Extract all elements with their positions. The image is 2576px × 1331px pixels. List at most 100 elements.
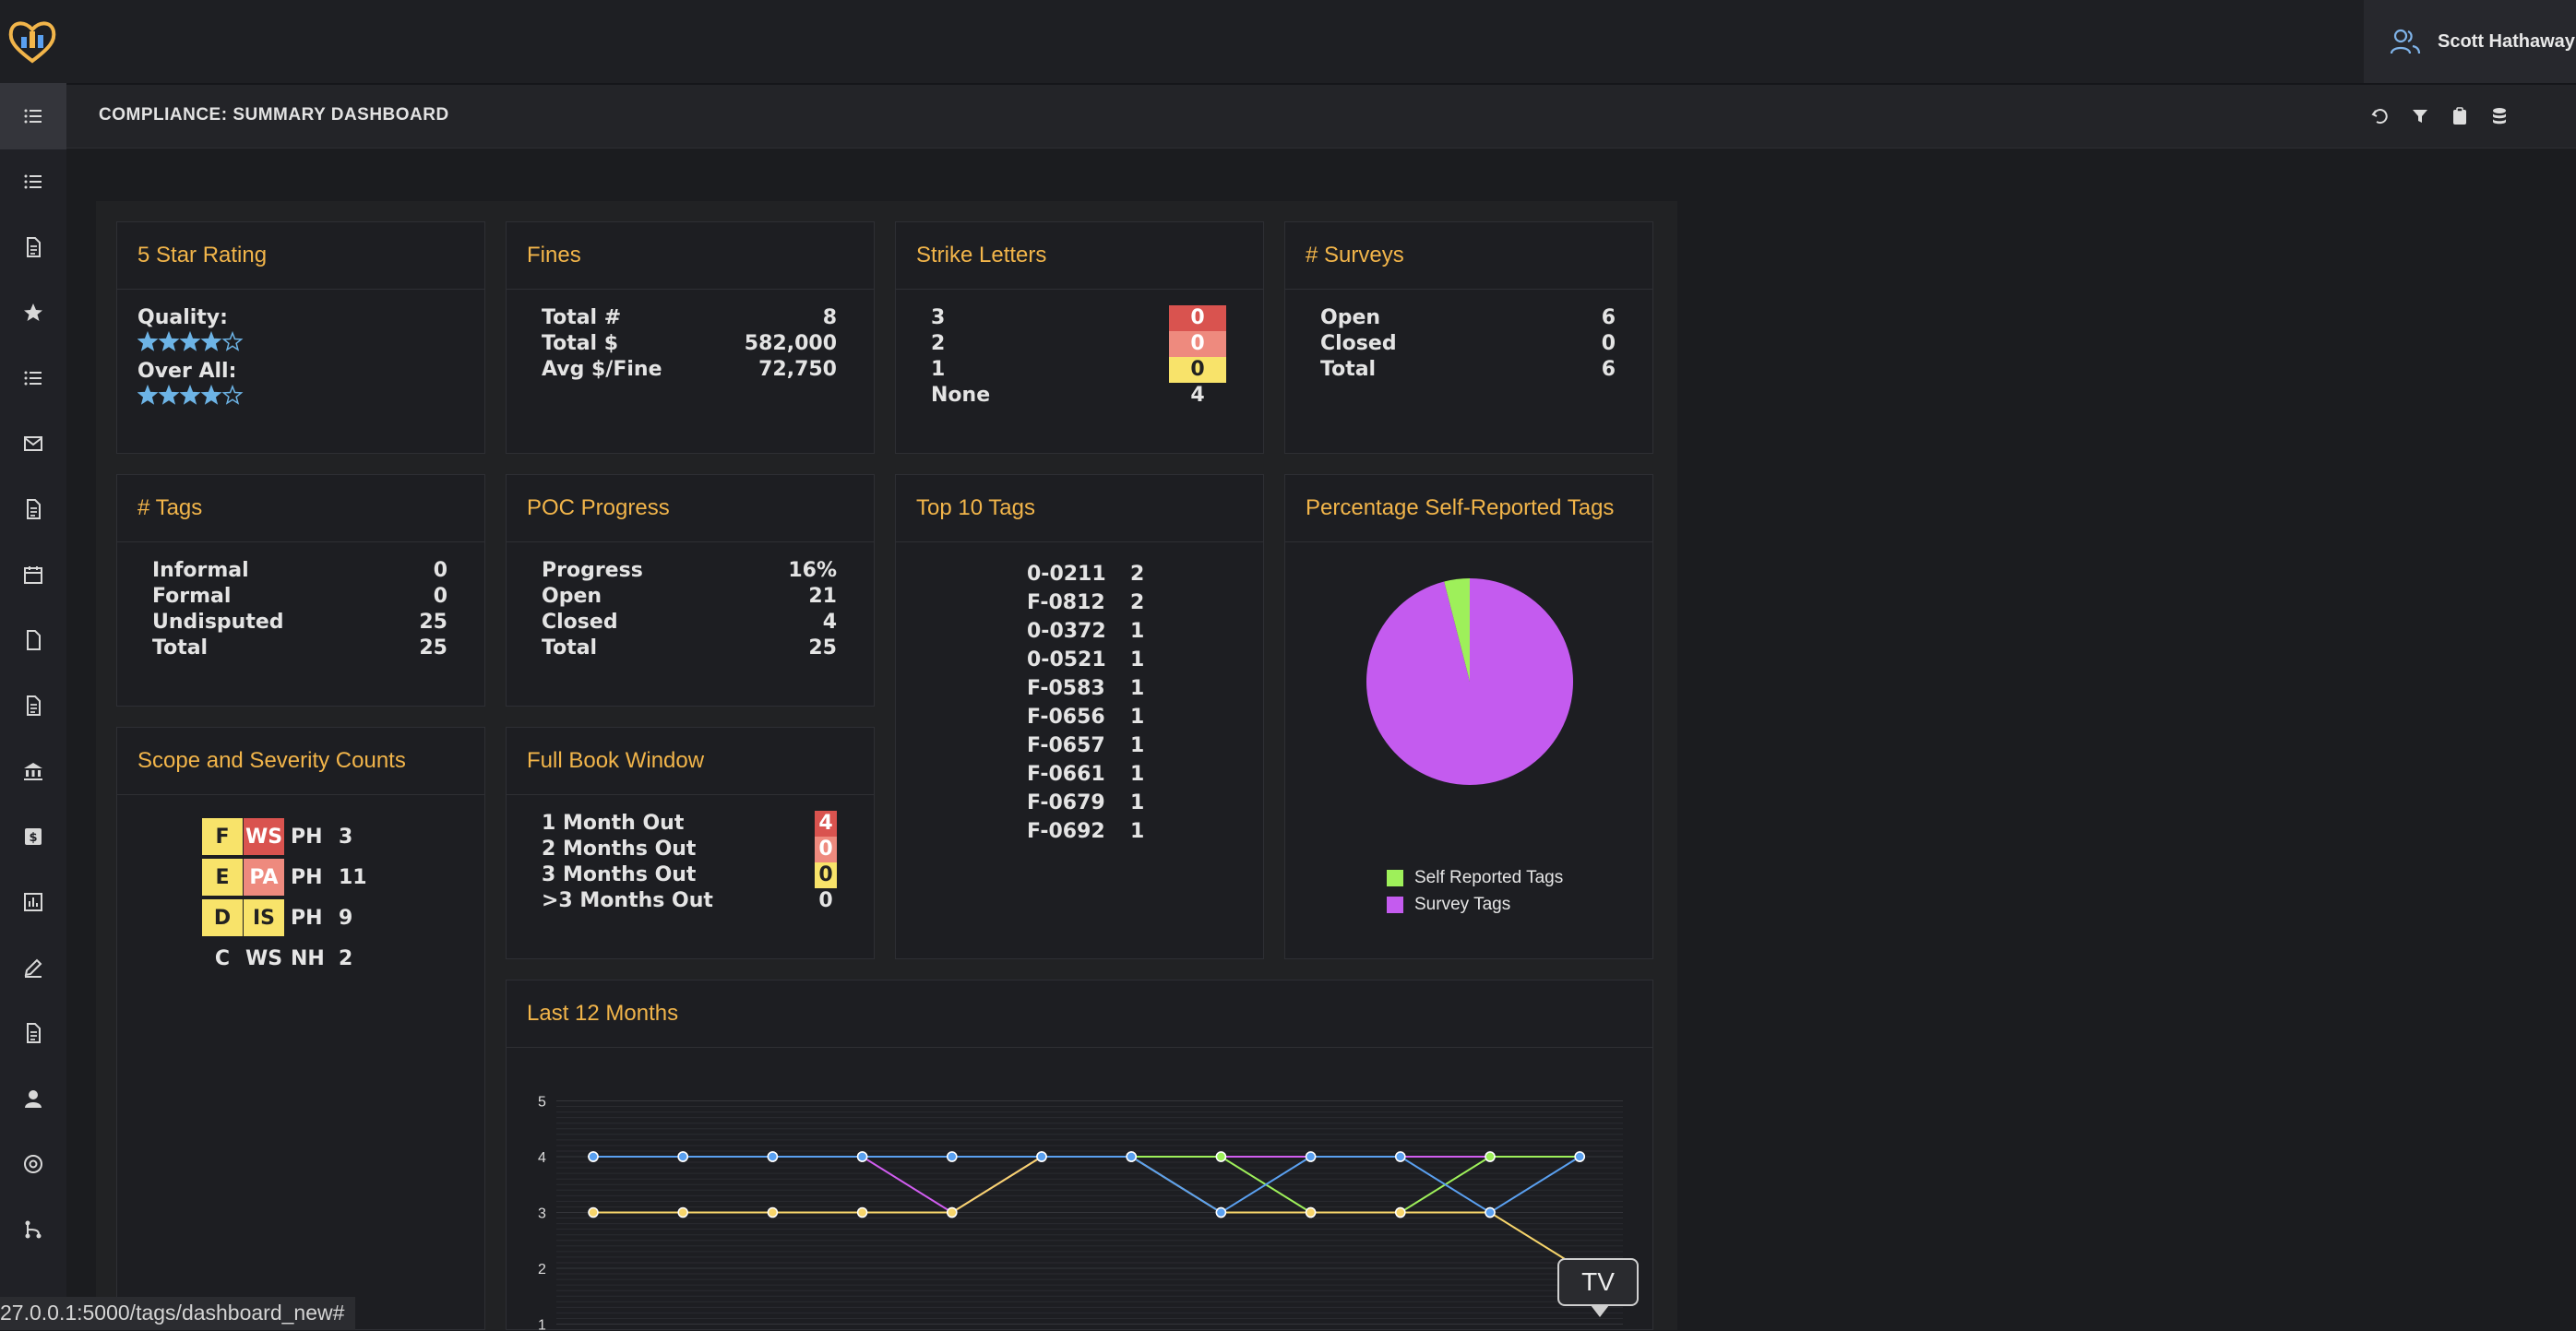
checklist-icon	[22, 171, 44, 193]
data-point[interactable]	[1396, 1208, 1405, 1218]
data-point[interactable]	[1216, 1152, 1225, 1161]
star-filled-icon	[203, 386, 221, 403]
data-point[interactable]	[1485, 1208, 1495, 1218]
overall-label: Over All:	[137, 359, 244, 385]
count-cell: 9	[339, 907, 376, 930]
data-point[interactable]	[1306, 1152, 1316, 1161]
database-button[interactable]	[2485, 101, 2514, 131]
sidebar-item-bank[interactable]	[0, 738, 66, 804]
row-label: Closed	[542, 610, 618, 636]
row-value: 6	[1602, 357, 1616, 383]
sidebar-item-file[interactable]	[0, 607, 66, 673]
sidebar-item-contact[interactable]	[0, 476, 66, 542]
tag-code: F-0661	[1027, 760, 1110, 789]
tag-code: F-0657	[1027, 731, 1110, 760]
row-label: Total	[1320, 357, 1376, 383]
tag-code: 0-0211	[1027, 560, 1110, 588]
row-label: Formal	[152, 584, 231, 610]
row-value: 0	[1169, 331, 1226, 357]
row-value: 6	[1602, 305, 1616, 331]
filter-button[interactable]	[2405, 101, 2435, 131]
data-point[interactable]	[1396, 1152, 1405, 1161]
sidebar-item-calendar[interactable]	[0, 541, 66, 608]
data-point[interactable]	[1306, 1208, 1316, 1218]
list-ordered-icon	[22, 367, 44, 389]
sidebar-item-user[interactable]	[0, 1065, 66, 1132]
row-label: 1 Month Out	[542, 811, 684, 837]
harm-cell: NH	[285, 947, 339, 970]
row-label: 3	[931, 305, 945, 331]
sidebar-item-star[interactable]	[0, 279, 66, 346]
star-empty-icon	[224, 386, 242, 403]
legend-item[interactable]: Survey Tags	[1387, 891, 1563, 918]
star-empty-icon	[224, 333, 242, 350]
data-point[interactable]	[678, 1152, 687, 1161]
tag-count: 1	[1130, 674, 1144, 703]
data-point[interactable]	[589, 1208, 598, 1218]
row-label: Total	[542, 636, 597, 661]
sidebar-item-edit[interactable]	[0, 934, 66, 1001]
row-value: 0	[1169, 305, 1226, 331]
data-point[interactable]	[1575, 1152, 1584, 1161]
clipboard-button[interactable]	[2445, 101, 2475, 131]
sidebar-item-list-ordered[interactable]	[0, 345, 66, 411]
sidebar-item-copy[interactable]	[0, 214, 66, 280]
scope-cell: D	[202, 899, 243, 936]
clipboard-icon	[2451, 107, 2469, 125]
row-value: 4	[1169, 383, 1226, 409]
logo-icon[interactable]	[6, 17, 59, 66]
legend-label: Self Reported Tags	[1414, 868, 1563, 888]
data-point[interactable]	[858, 1152, 867, 1161]
row-label: Informal	[152, 558, 249, 584]
data-point[interactable]	[1037, 1152, 1046, 1161]
data-point[interactable]	[589, 1152, 598, 1161]
data-point[interactable]	[858, 1208, 867, 1218]
legend-item[interactable]: Self Reported Tags	[1387, 864, 1563, 891]
sidebar-item-building[interactable]	[0, 1000, 66, 1066]
sidebar-item-mail[interactable]	[0, 410, 66, 477]
pie-slice-survey[interactable]	[1366, 578, 1573, 785]
star-rating-card: 5 Star Rating Quality: Over All:	[116, 221, 485, 454]
users-icon	[2390, 28, 2421, 55]
user-menu[interactable]: Scott Hathaway	[2364, 0, 2576, 83]
data-point[interactable]	[1216, 1208, 1225, 1218]
data-point[interactable]	[678, 1208, 687, 1218]
sidebar-item-flow[interactable]	[0, 1196, 66, 1263]
star-filled-icon	[139, 333, 157, 350]
bar-chart-icon	[22, 891, 44, 913]
data-point[interactable]	[948, 1208, 957, 1218]
sidebar-item-dollar[interactable]: $	[0, 803, 66, 870]
sidebar-item-bar-chart[interactable]	[0, 869, 66, 935]
data-point[interactable]	[768, 1152, 777, 1161]
row-label: 1	[931, 357, 945, 383]
tag-count: 1	[1130, 817, 1144, 846]
data-point[interactable]	[1127, 1152, 1136, 1161]
data-point[interactable]	[768, 1208, 777, 1218]
chart-tooltip: TV	[1557, 1258, 1639, 1306]
sidebar-item-document[interactable]	[0, 672, 66, 739]
database-icon	[2490, 107, 2509, 125]
row-value: 0	[1169, 357, 1226, 383]
sidebar-item-at[interactable]	[0, 1131, 66, 1197]
undo-button[interactable]	[2366, 101, 2395, 131]
tag-code: 0-0521	[1027, 646, 1110, 674]
data-point[interactable]	[1485, 1152, 1495, 1161]
data-point[interactable]	[948, 1152, 957, 1161]
card-title: Strike Letters	[916, 243, 1046, 268]
tag-count: 1	[1130, 617, 1144, 646]
sidebar-item-checklist[interactable]	[0, 149, 66, 215]
row-value: 0	[1602, 331, 1616, 357]
sidebar-item-list[interactable]	[0, 83, 66, 149]
undo-icon	[2371, 107, 2390, 125]
